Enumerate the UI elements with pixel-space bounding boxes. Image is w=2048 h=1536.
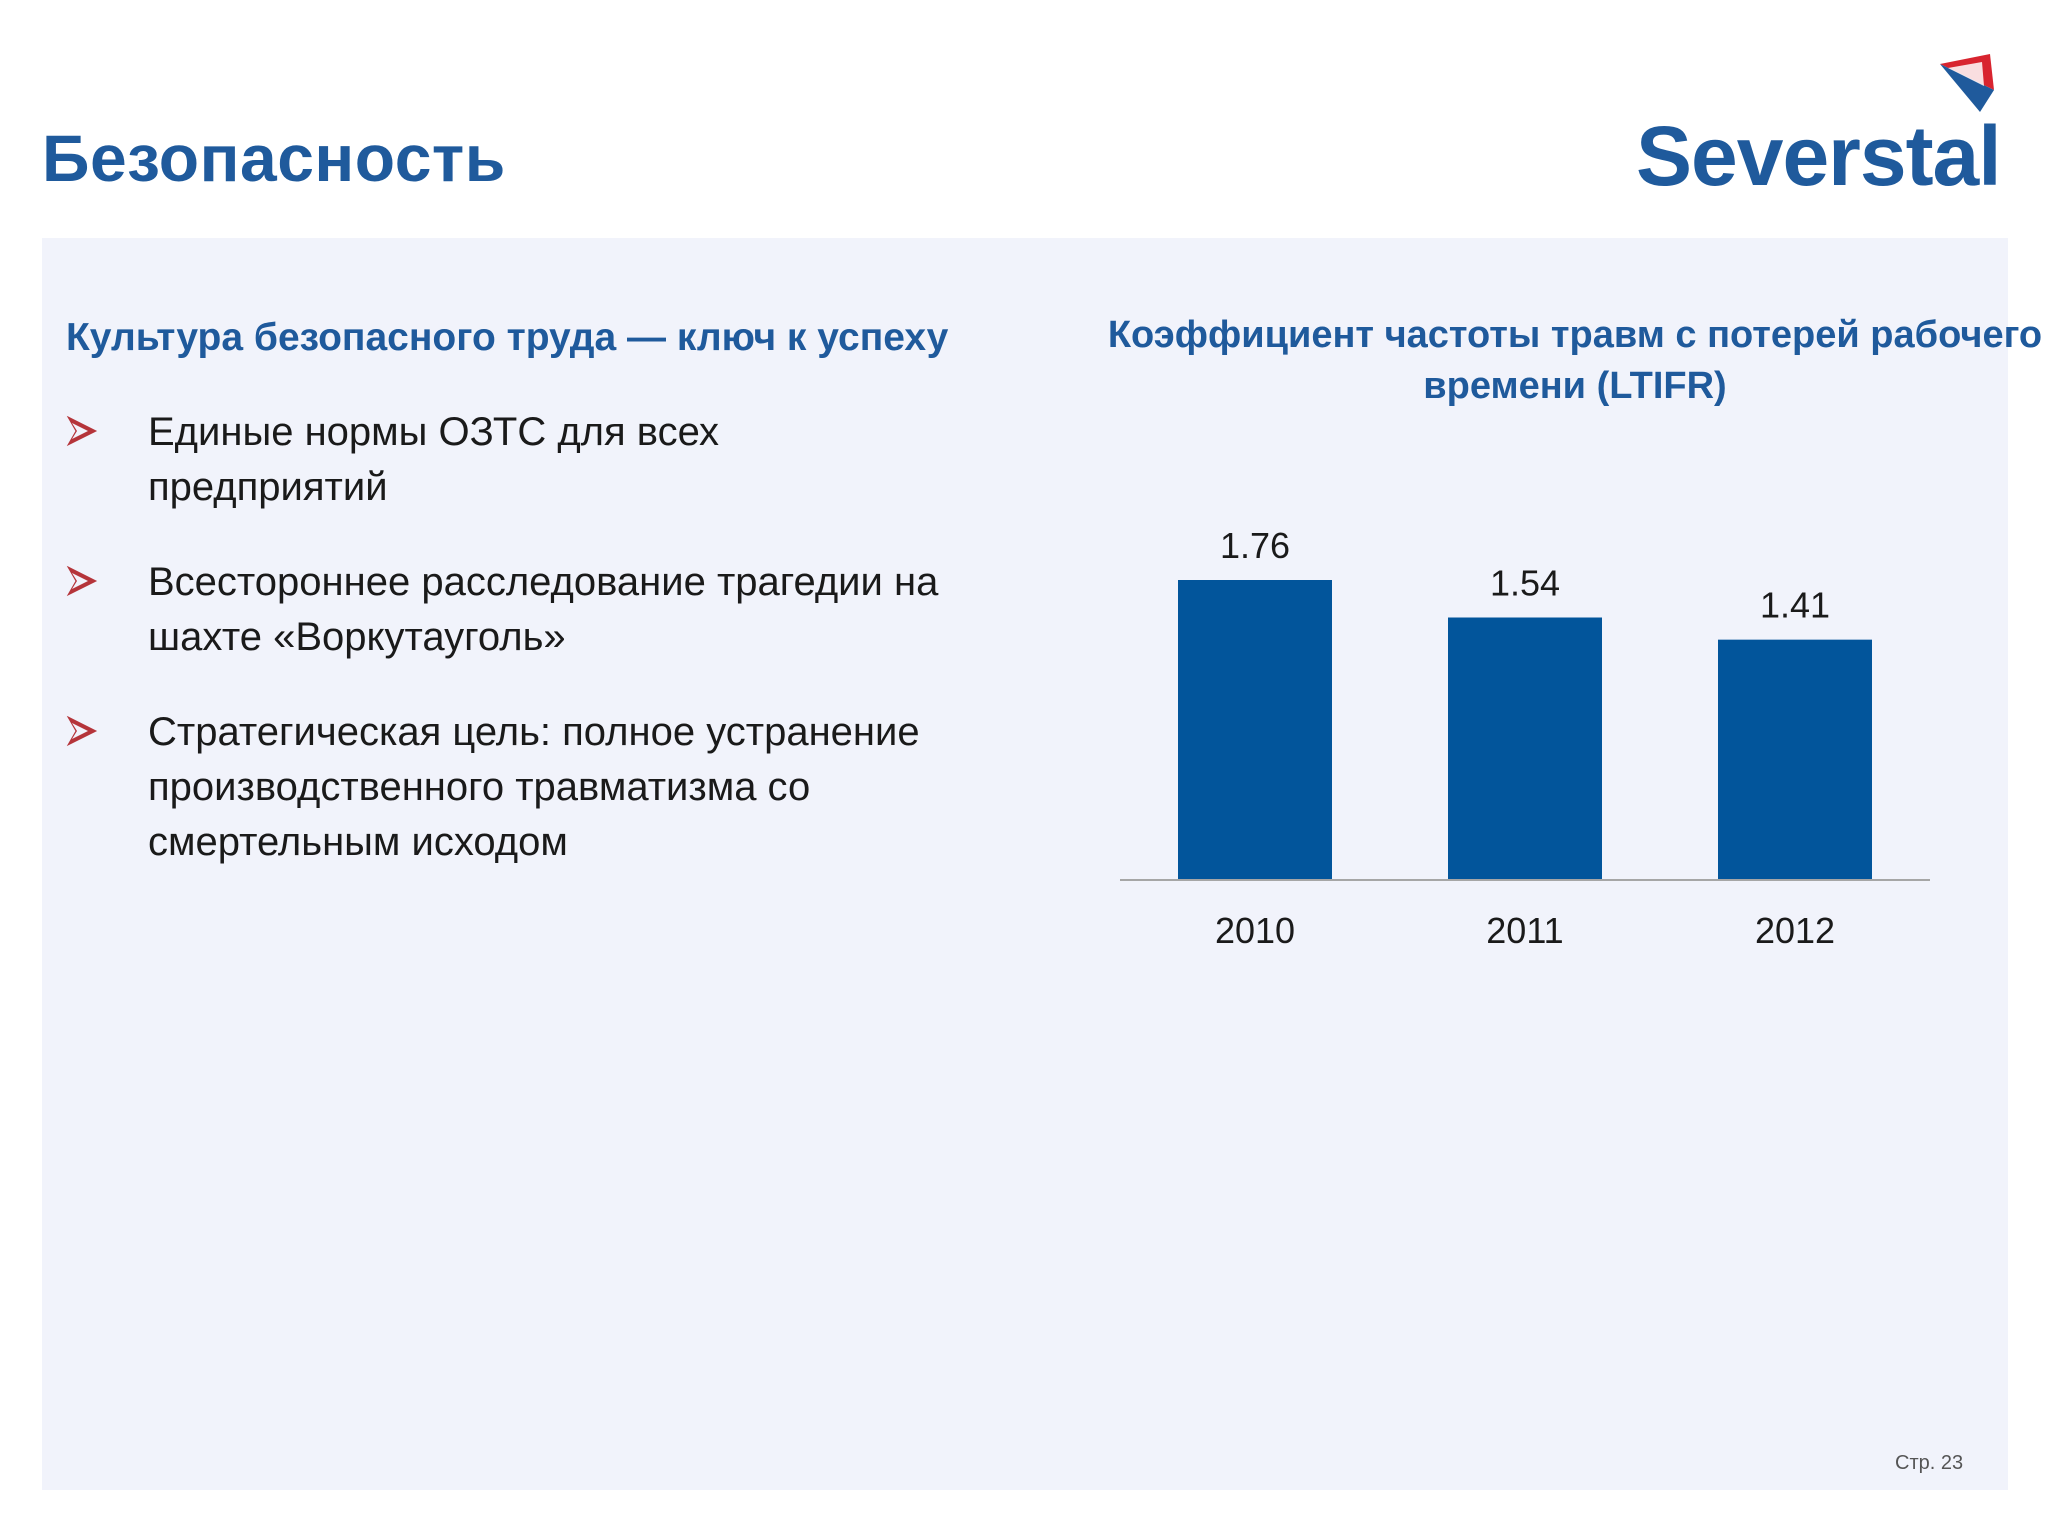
x-tick-label-2011: 2011 bbox=[1486, 910, 1563, 951]
chart-title: Коэффициент частоты травм с потерей рабо… bbox=[1107, 314, 2043, 407]
arrow-bullet-icon bbox=[66, 565, 98, 597]
logo-mark-icon bbox=[1940, 54, 1994, 112]
bullet-item: Единые нормы ОЗТС для всех предприятий bbox=[66, 405, 986, 515]
section-heading: Культура безопасного труда — ключ к успе… bbox=[66, 316, 949, 359]
arrow-bullet-icon bbox=[66, 715, 98, 747]
content-panel bbox=[42, 238, 2008, 1490]
data-label-2011: 1.54 bbox=[1490, 563, 1560, 604]
x-tick-label-2010: 2010 bbox=[1215, 910, 1295, 951]
bullet-text: Всестороннее расследование трагедии на ш… bbox=[148, 560, 939, 659]
company-logo: Severstal bbox=[1630, 50, 2002, 203]
bar-2011 bbox=[1448, 617, 1602, 880]
ltifr-bar-chart: 1.76 2010 1.54 2011 1.41 2012 bbox=[1120, 525, 1930, 951]
bullet-text: Единые нормы ОЗТС для всех предприятий bbox=[148, 410, 719, 509]
arrow-bullet-icon bbox=[66, 415, 98, 447]
page-title: Безопасность bbox=[42, 121, 506, 195]
bar-2012 bbox=[1718, 639, 1872, 880]
page-number: Стр. 23 bbox=[1895, 1452, 1964, 1474]
bullet-text: Стратегическая цель: полное устранение п… bbox=[148, 710, 920, 864]
data-label-2012: 1.41 bbox=[1760, 585, 1830, 626]
x-tick-label-2012: 2012 bbox=[1755, 910, 1835, 951]
bar-2010 bbox=[1178, 580, 1332, 880]
bullet-item: Стратегическая цель: полное устранение п… bbox=[66, 705, 986, 870]
data-label-2010: 1.76 bbox=[1220, 525, 1290, 566]
bullet-list: Единые нормы ОЗТС для всех предприятий В… bbox=[66, 405, 986, 910]
bullet-item: Всестороннее расследование трагедии на ш… bbox=[66, 555, 986, 665]
logo-text: Severstal bbox=[1636, 109, 2002, 203]
